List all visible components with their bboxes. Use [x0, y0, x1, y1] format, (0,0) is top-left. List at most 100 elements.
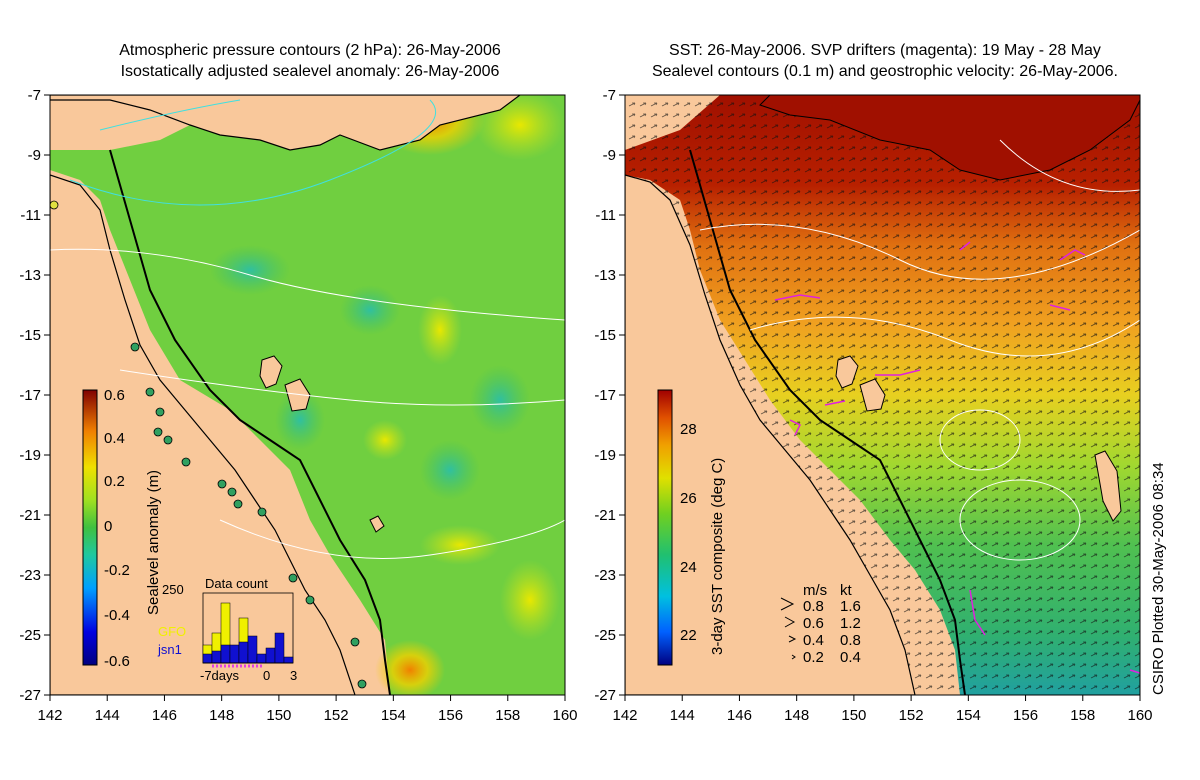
right-title-line1: SST: 26-May-2006. SVP drifters (magenta)… [669, 42, 1101, 59]
right-title-line2: Sealevel contours (0.1 m) and geostrophi… [651, 63, 1118, 80]
jsn1-count-bar [229, 644, 240, 664]
dc-xtick: 3 [290, 668, 297, 683]
jsn1-count-bar [274, 632, 285, 664]
lon-tick-label: 146 [727, 707, 752, 724]
jsn1-count-bar [211, 650, 222, 664]
sla-map [50, 95, 565, 695]
dc-xtick: -7days [200, 668, 240, 683]
speed-legend-ms-header: m/s [803, 582, 827, 599]
speed-legend-kt: 1.2 [840, 615, 861, 632]
sla-colorbar [82, 389, 98, 666]
jsn1-count-bar [247, 635, 258, 664]
lon-tick-label: 160 [552, 707, 577, 724]
lon-tick-label: 150 [266, 707, 291, 724]
legend-gfo: GFO [158, 624, 186, 639]
sst-map [625, 95, 1140, 695]
lon-tick-label: 160 [1127, 707, 1152, 724]
sst-cb-tick: 28 [680, 421, 697, 438]
jsn1-count-bar [256, 653, 267, 664]
sla-colorbar-label: Sealevel anomaly (m) [145, 470, 162, 615]
sst-colorbar [657, 389, 673, 666]
speed-legend-ms: 0.4 [803, 632, 824, 649]
lat-tick-label: -7 [28, 87, 41, 104]
lon-tick-label: 148 [209, 707, 234, 724]
lat-tick-label: -17 [19, 387, 41, 404]
speed-legend-kt: 0.8 [840, 632, 861, 649]
sla-cb-tick: 0.4 [104, 430, 125, 447]
lon-tick-label: 152 [324, 707, 349, 724]
lon-tick-label: 158 [495, 707, 520, 724]
speed-legend-ms: 0.8 [803, 598, 824, 615]
credit-text: CSIRO Plotted 30-May-2006 08:34 [1150, 462, 1167, 695]
lon-tick-label: 148 [784, 707, 809, 724]
lon-tick-label: 144 [670, 707, 695, 724]
lat-tick-label: -19 [594, 447, 616, 464]
lon-tick-label: 156 [1013, 707, 1038, 724]
lat-tick-label: -9 [28, 147, 41, 164]
lat-tick-label: -11 [20, 207, 41, 224]
lon-tick-label: 154 [381, 707, 406, 724]
lon-tick-label: 156 [438, 707, 463, 724]
lat-tick-label: -9 [603, 147, 616, 164]
legend-jsn1: jsn1 [157, 642, 182, 657]
dc-xtick: 0 [263, 668, 270, 683]
lat-tick-label: -23 [594, 567, 616, 584]
sst-cb-tick: 22 [680, 627, 697, 644]
lon-tick-label: 144 [95, 707, 120, 724]
lat-tick-label: -23 [19, 567, 41, 584]
lon-tick-label: 146 [152, 707, 177, 724]
lat-tick-label: -7 [603, 87, 616, 104]
sst-cb-tick: 24 [680, 559, 697, 576]
svp-drifter-tracks [774, 241, 1140, 674]
lat-tick-label: -17 [594, 387, 616, 404]
lat-tick-label: -19 [19, 447, 41, 464]
jsn1-count-bar [202, 653, 213, 664]
sla-cb-tick: -0.2 [104, 562, 130, 579]
sst-cb-tick: 26 [680, 490, 697, 507]
lat-tick-label: -25 [19, 627, 41, 644]
speed-legend-ms: 0.2 [803, 649, 824, 666]
lon-tick-label: 142 [612, 707, 637, 724]
speed-legend-kt-header: kt [840, 582, 853, 599]
lon-tick-label: 142 [37, 707, 62, 724]
lon-tick-label: 152 [899, 707, 924, 724]
lon-tick-label: 154 [956, 707, 981, 724]
sla-colorbar-ticks: 0.6 0.4 0.2 0 -0.2 -0.4 -0.6 [104, 387, 130, 670]
sst-colorbar-label: 3-day SST composite (deg C) [709, 458, 726, 655]
speed-legend-kt: 0.4 [840, 649, 861, 666]
sla-cb-tick: 0.6 [104, 387, 125, 404]
left-axes: -7 -9 -11 -13 -15 -17 -19 -21 -23 -25 -27 142 144 146… [19, 87, 577, 724]
left-title-line2: Isostatically adjusted sealevel anomaly:… [120, 63, 500, 80]
sla-cb-tick: -0.4 [104, 607, 130, 624]
sla-cb-tick: -0.6 [104, 653, 130, 670]
lat-tick-label: -21 [594, 507, 616, 524]
sla-cb-tick: 0 [104, 518, 112, 535]
lon-tick-label: 158 [1070, 707, 1095, 724]
jsn1-count-bar [283, 656, 294, 664]
speed-legend-kt: 1.6 [840, 598, 861, 615]
lat-tick-label: -27 [594, 687, 616, 704]
jsn1-count-bar [238, 641, 249, 664]
left-panel-title: Atmospheric pressure contours (2 hPa): 2… [50, 40, 570, 82]
lat-tick-label: -15 [594, 327, 616, 344]
lat-tick-label: -11 [595, 207, 616, 224]
jsn1-count-bar [265, 647, 276, 664]
left-title-line1: Atmospheric pressure contours (2 hPa): 2… [119, 42, 501, 59]
lat-tick-label: -25 [594, 627, 616, 644]
lat-tick-label: -21 [19, 507, 41, 524]
lat-tick-label: -13 [594, 267, 616, 284]
jsn1-count-bar [220, 644, 231, 664]
speed-legend: m/s kt 0.8 1.6 0.6 1.2 0.4 0.8 0.2 0.4 [780, 582, 861, 666]
lat-tick-label: -13 [19, 267, 41, 284]
right-axes: -7 -9 -11 -13 -15 -17 -19 -21 -23 -25 -27 142 144 146… [594, 87, 1152, 724]
lat-tick-label: -15 [19, 327, 41, 344]
lon-tick-label: 150 [841, 707, 866, 724]
sla-cb-tick: 0.2 [104, 473, 125, 490]
right-panel-title: SST: 26-May-2006. SVP drifters (magenta)… [590, 40, 1180, 82]
tide-gauge-markers [50, 200, 367, 689]
data-count-inset: Data count 250 GFO jsn1 -7days 0 3 [157, 576, 297, 683]
lat-tick-label: -27 [19, 687, 41, 704]
data-count-max: 250 [162, 582, 184, 597]
sst-colorbar-ticks: 28 26 24 22 [680, 421, 697, 644]
